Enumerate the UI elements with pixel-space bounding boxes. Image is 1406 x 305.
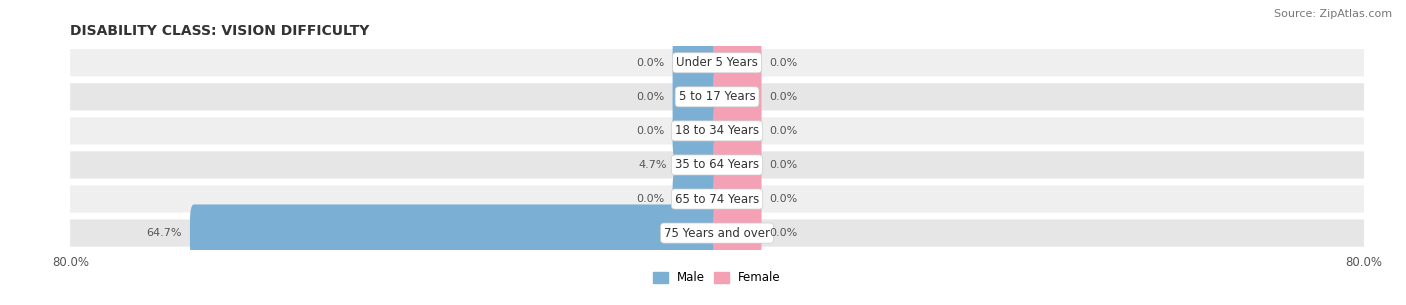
FancyBboxPatch shape — [70, 83, 1364, 110]
Text: 0.0%: 0.0% — [637, 194, 665, 204]
Text: Source: ZipAtlas.com: Source: ZipAtlas.com — [1274, 9, 1392, 19]
Text: 0.0%: 0.0% — [637, 92, 665, 102]
Text: 0.0%: 0.0% — [637, 126, 665, 136]
Text: 65 to 74 Years: 65 to 74 Years — [675, 192, 759, 206]
Text: 0.0%: 0.0% — [769, 228, 797, 238]
FancyBboxPatch shape — [672, 102, 721, 160]
FancyBboxPatch shape — [713, 68, 762, 125]
Text: 64.7%: 64.7% — [146, 228, 181, 238]
FancyBboxPatch shape — [672, 34, 721, 92]
FancyBboxPatch shape — [672, 68, 721, 125]
Text: 0.0%: 0.0% — [769, 194, 797, 204]
FancyBboxPatch shape — [713, 34, 762, 92]
Text: 0.0%: 0.0% — [769, 126, 797, 136]
FancyBboxPatch shape — [190, 204, 721, 262]
Text: 18 to 34 Years: 18 to 34 Years — [675, 124, 759, 137]
FancyBboxPatch shape — [713, 204, 762, 262]
FancyBboxPatch shape — [70, 49, 1364, 77]
Text: 0.0%: 0.0% — [769, 160, 797, 170]
Text: 75 Years and over: 75 Years and over — [664, 227, 770, 239]
Text: 0.0%: 0.0% — [637, 58, 665, 68]
Text: 4.7%: 4.7% — [638, 160, 666, 170]
FancyBboxPatch shape — [713, 136, 762, 194]
FancyBboxPatch shape — [713, 170, 762, 228]
FancyBboxPatch shape — [70, 185, 1364, 213]
Text: 0.0%: 0.0% — [769, 92, 797, 102]
Text: Under 5 Years: Under 5 Years — [676, 56, 758, 69]
Text: 5 to 17 Years: 5 to 17 Years — [679, 90, 755, 103]
Legend: Male, Female: Male, Female — [648, 267, 786, 289]
Text: DISABILITY CLASS: VISION DIFFICULTY: DISABILITY CLASS: VISION DIFFICULTY — [70, 24, 370, 38]
FancyBboxPatch shape — [713, 102, 762, 160]
FancyBboxPatch shape — [70, 220, 1364, 247]
Text: 0.0%: 0.0% — [769, 58, 797, 68]
FancyBboxPatch shape — [672, 170, 721, 228]
FancyBboxPatch shape — [70, 151, 1364, 179]
FancyBboxPatch shape — [70, 117, 1364, 145]
FancyBboxPatch shape — [675, 136, 721, 194]
Text: 35 to 64 Years: 35 to 64 Years — [675, 159, 759, 171]
